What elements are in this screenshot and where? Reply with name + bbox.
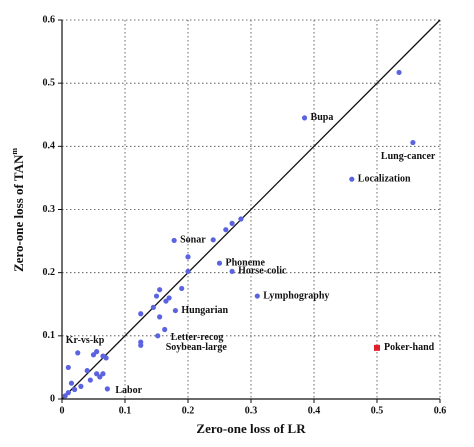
point [90,352,97,358]
point-label: Bupa [311,112,334,123]
x-tick-label: 0 [60,405,65,416]
point [84,367,90,374]
y-axis-title-sup: m [10,148,19,155]
point-label: Lymphography [263,290,329,301]
point-label: Letter-recog [171,332,224,343]
point [216,260,223,266]
point [157,314,163,320]
point [179,285,185,292]
point [75,350,81,356]
point [396,69,402,76]
point [65,364,71,371]
point-label: Horse-colic [238,266,287,277]
x-tick-label: 0.1 [119,405,132,416]
point-label: Sonar [180,235,206,246]
point-label: Hungarian [181,305,228,316]
point [94,349,100,355]
point-label: Poker-hand [384,342,435,353]
point [97,374,103,380]
point-label: Kr-vs-kp [66,335,105,346]
point [155,333,161,339]
point-label: Lung-cancer [381,151,436,162]
point [78,383,84,389]
point [68,380,75,386]
point-label: Localization [358,173,411,184]
point [138,311,144,317]
point [172,307,178,314]
point [72,386,78,393]
y-axis-title: Zero-one loss of TANm [10,148,26,272]
point [238,216,244,222]
point [229,268,235,275]
y-tick-label: 0.2 [43,267,56,278]
point-label: Labor [115,385,142,396]
point [153,293,160,299]
y-tick-label: 0.1 [43,330,56,341]
point [162,326,168,333]
diagonal-line [61,19,441,400]
point [254,293,260,299]
point [229,220,235,226]
point [104,386,110,392]
point [94,371,100,377]
y-tick-label: 0.5 [43,77,56,88]
y-axis-title-main: Zero-one loss of TAN [11,154,26,272]
point [210,237,216,243]
x-tick-label: 0.6 [434,405,447,416]
point [103,355,109,361]
x-tick-label: 0.4 [308,405,321,416]
point [185,268,191,275]
y-tick-label: 0.6 [43,14,56,25]
point [374,344,380,351]
x-tick-label: 0.2 [182,405,195,416]
point [171,237,177,244]
point [100,371,106,377]
x-tick-label: 0.5 [371,405,384,416]
point-label: Phoneme [226,257,266,268]
point [62,393,68,399]
point [410,139,416,146]
y-tick-label: 0 [50,393,55,404]
point [150,304,156,311]
point [301,115,308,121]
point [185,254,191,260]
point [138,342,144,348]
point [65,390,71,396]
point [87,377,93,383]
point-label: Soybean-large [166,342,228,353]
y-tick-label: 0.4 [43,141,56,152]
point [166,295,172,301]
point [349,176,355,182]
y-tick-label: 0.3 [43,204,56,215]
point [163,298,169,304]
point [223,227,229,233]
point [157,287,163,293]
x-tick-label: 0.3 [245,405,258,416]
x-axis-title: Zero-one loss of LR [196,421,306,436]
